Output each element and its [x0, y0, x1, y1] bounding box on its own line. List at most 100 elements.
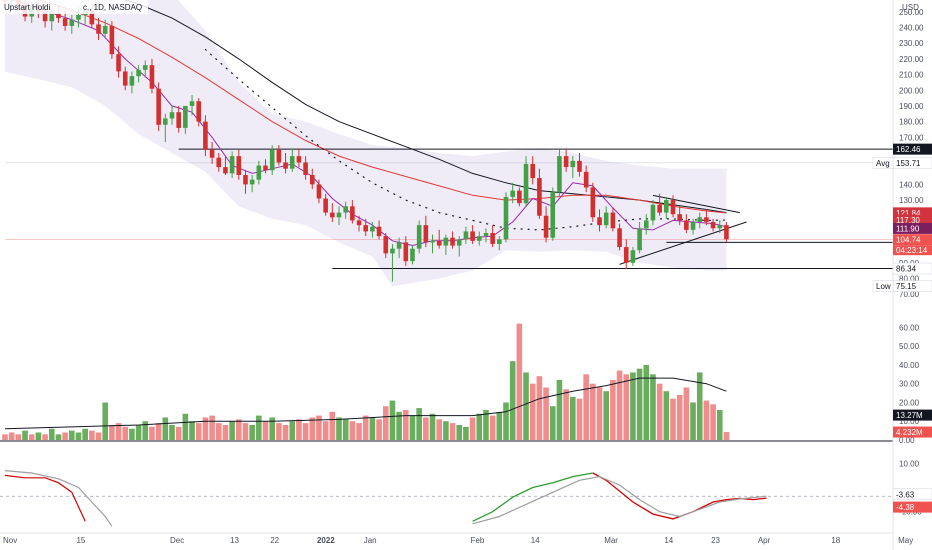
volume-bar[interactable] — [570, 396, 576, 440]
candle-body[interactable] — [229, 156, 235, 174]
volume-bar[interactable] — [369, 417, 376, 440]
candle-body[interactable] — [96, 24, 101, 34]
volume-bar[interactable] — [616, 370, 623, 440]
volume-bar[interactable] — [496, 411, 503, 440]
volume-bar[interactable] — [249, 424, 255, 440]
volume-bar[interactable] — [723, 432, 730, 440]
candle-body[interactable] — [323, 198, 328, 213]
volume-bar[interactable] — [396, 411, 402, 440]
volume-bar[interactable] — [135, 424, 142, 440]
volume-bar[interactable] — [576, 398, 583, 440]
volume-bar[interactable] — [476, 413, 483, 440]
candle-body[interactable] — [697, 217, 703, 223]
candle-body[interactable] — [370, 226, 375, 232]
volume-bar[interactable] — [436, 419, 442, 440]
volume-bar[interactable] — [2, 434, 8, 440]
candle-body[interactable] — [537, 178, 542, 216]
volume-bar[interactable] — [162, 417, 169, 440]
candle-body[interactable] — [456, 239, 462, 246]
price-pane[interactable] — [2, 0, 893, 287]
candle-body[interactable] — [209, 149, 215, 158]
candle-body[interactable] — [356, 220, 362, 226]
volume-bar[interactable] — [322, 421, 329, 440]
volume-bar[interactable] — [69, 430, 75, 440]
volume-bar[interactable] — [296, 419, 302, 440]
volume-bar[interactable] — [610, 379, 616, 440]
candle-body[interactable] — [69, 19, 75, 26]
volume-bar[interactable] — [710, 404, 716, 440]
volume-bar[interactable] — [403, 409, 409, 440]
candle-body[interactable] — [269, 149, 275, 171]
candle-body[interactable] — [617, 228, 622, 248]
ma-black-line[interactable] — [72, 0, 727, 214]
oscillator-line[interactable] — [472, 475, 767, 525]
volume-bar[interactable] — [630, 372, 636, 440]
volume-bar[interactable] — [242, 423, 249, 440]
candle-body[interactable] — [89, 10, 95, 25]
volume-bar[interactable] — [423, 417, 429, 440]
volume-bar[interactable] — [703, 400, 710, 440]
candle-body[interactable] — [183, 105, 188, 128]
candle-body[interactable] — [343, 206, 348, 213]
candle-body[interactable] — [510, 190, 515, 197]
candle-body[interactable] — [490, 232, 495, 244]
ma-purple-line[interactable] — [5, 0, 727, 247]
candle-body[interactable] — [637, 228, 642, 251]
volume-bar[interactable] — [289, 421, 296, 440]
candle-body[interactable] — [677, 214, 682, 221]
candle-body[interactable] — [163, 118, 168, 125]
oscillator-line[interactable] — [4, 474, 86, 522]
time-axis[interactable]: Nov 15 Dec 13 22 2022 Jan Feb 14 Mar 14 23 Apr 18 May — [3, 536, 913, 545]
volume-bar[interactable] — [109, 424, 115, 440]
volume-bar[interactable] — [236, 419, 242, 440]
volume-bar[interactable] — [690, 402, 696, 440]
oscillator-pane[interactable] — [0, 470, 893, 527]
volume-bar[interactable] — [75, 432, 82, 440]
candle-body[interactable] — [657, 204, 662, 213]
volume-bar[interactable] — [55, 434, 62, 440]
candle-body[interactable] — [309, 174, 315, 185]
volume-bar[interactable] — [282, 424, 289, 440]
volume-bar[interactable] — [456, 424, 463, 440]
candle-body[interactable] — [56, 13, 61, 19]
volume-bar[interactable] — [389, 400, 396, 440]
candle-body[interactable] — [336, 212, 342, 218]
volume-bar[interactable] — [95, 432, 102, 440]
symbol-title-rest[interactable]: c., 1D, NASDAQ — [83, 3, 142, 12]
volume-bar[interactable] — [509, 361, 516, 440]
candle-body[interactable] — [396, 242, 402, 249]
volume-bar[interactable] — [716, 409, 723, 440]
volume-bar[interactable] — [483, 409, 489, 440]
volume-bar[interactable] — [356, 423, 362, 440]
candle-body[interactable] — [630, 250, 636, 263]
volume-bar[interactable] — [195, 423, 202, 440]
volume-bar[interactable] — [316, 415, 322, 440]
volume-bar[interactable] — [329, 411, 336, 440]
candle-body[interactable] — [463, 231, 469, 240]
volume-bar[interactable] — [650, 374, 656, 440]
volume-pane[interactable] — [2, 323, 730, 440]
candle-body[interactable] — [296, 156, 302, 163]
volume-bar[interactable] — [463, 426, 469, 440]
volume-bar[interactable] — [215, 423, 222, 440]
candle-body[interactable] — [109, 25, 115, 55]
candle-body[interactable] — [443, 237, 449, 246]
candle-body[interactable] — [403, 242, 409, 262]
volume-bar[interactable] — [349, 421, 356, 440]
volume-bar[interactable] — [8, 432, 15, 440]
candle-body[interactable] — [203, 121, 208, 150]
volume-bar[interactable] — [489, 415, 496, 440]
volume-bar[interactable] — [302, 423, 309, 440]
candle-body[interactable] — [603, 212, 609, 226]
candle-body[interactable] — [62, 18, 68, 26]
candle-body[interactable] — [570, 160, 576, 168]
candle-body[interactable] — [423, 225, 429, 243]
volume-bar[interactable] — [683, 387, 690, 440]
volume-bar[interactable] — [696, 372, 703, 440]
volume-bar[interactable] — [82, 428, 88, 440]
candle-body[interactable] — [129, 76, 135, 86]
candle-body[interactable] — [643, 220, 649, 229]
volume-bar[interactable] — [676, 394, 683, 440]
candle-body[interactable] — [483, 232, 489, 237]
candle-body[interactable] — [563, 156, 569, 168]
